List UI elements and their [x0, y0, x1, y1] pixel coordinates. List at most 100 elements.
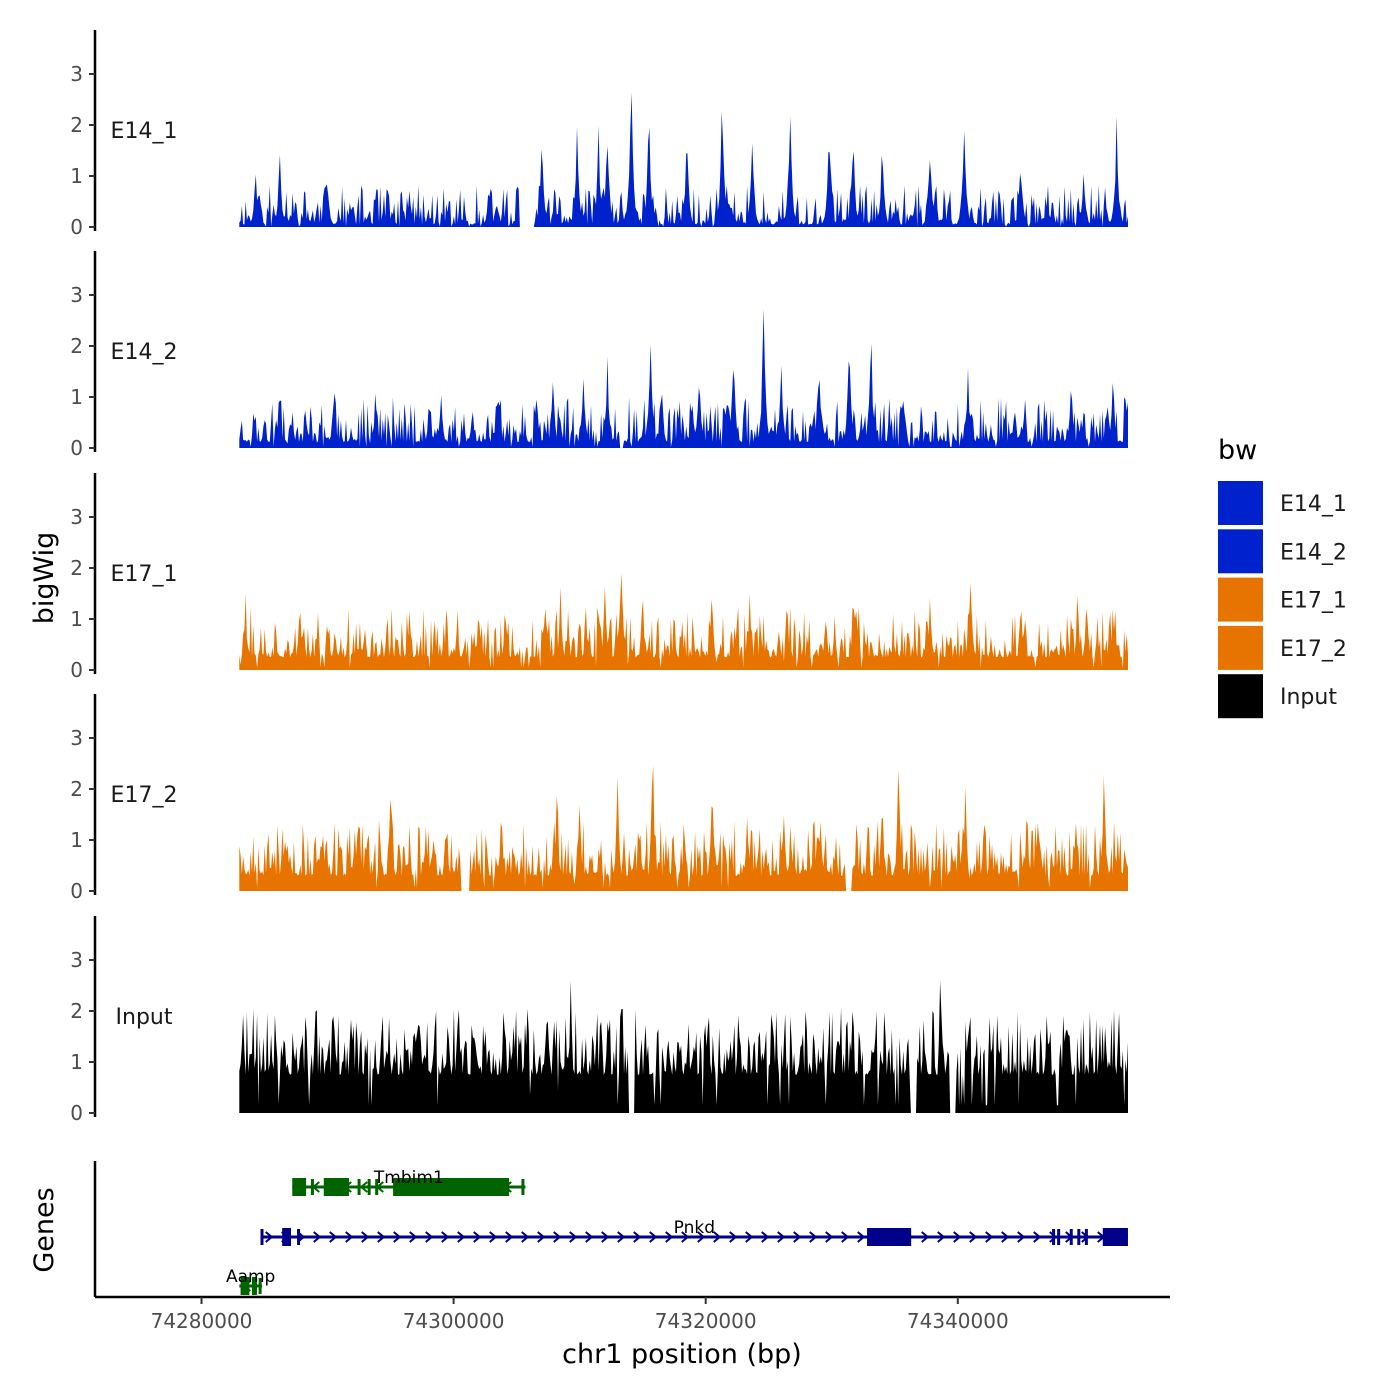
y-tick-label: 3: [70, 283, 83, 307]
y-tick-label: 0: [70, 215, 83, 239]
strand-arrow: [377, 1231, 386, 1243]
legend-swatch: [1218, 529, 1263, 574]
legend: bw E14_1 E14_2 E17_1 E17_2 Input: [1218, 435, 1347, 719]
strand-arrow: [505, 1231, 514, 1243]
track-label: E17_2: [111, 783, 178, 808]
small-exon: [357, 1179, 361, 1195]
y-tick-label: 2: [70, 999, 83, 1023]
strand-arrow: [745, 1231, 754, 1243]
x-axis: chr1 position (bp) 74280000 74300000 74320…: [95, 1295, 1170, 1370]
signal-area-E17_1: [239, 573, 1129, 670]
legend-swatch: [1218, 674, 1263, 719]
exon: [251, 1277, 257, 1295]
track-E14_1: 0 1 2 3 E14_1: [70, 30, 1129, 239]
x-tick-label: 74320000: [655, 1309, 757, 1333]
x-tick-label: 74340000: [907, 1309, 1009, 1333]
legend-title: bw: [1218, 435, 1257, 466]
y-tick-label: 3: [70, 948, 83, 972]
gene-label: Pnkd: [674, 1218, 715, 1238]
exon: [282, 1228, 291, 1246]
small-exon: [521, 1179, 525, 1195]
strand-arrow: [649, 1231, 658, 1243]
y-tick-label: 0: [70, 1101, 83, 1125]
strand-arrow: [585, 1231, 594, 1243]
signal-area-E14_1: [239, 92, 1129, 228]
gene-Pnkd: Pnkd: [260, 1218, 1128, 1246]
strand-arrow: [361, 1231, 370, 1243]
small-exon: [375, 1179, 379, 1195]
track-label: E14_2: [111, 340, 178, 365]
strand-arrow: [1033, 1231, 1042, 1243]
strand-arrow: [681, 1231, 690, 1243]
small-exon: [310, 1179, 314, 1195]
small-exon: [1057, 1229, 1061, 1245]
strand-arrow: [809, 1231, 818, 1243]
exon: [323, 1178, 349, 1196]
legend-label: Input: [1280, 685, 1337, 710]
legend-label: E14_2: [1280, 540, 1347, 565]
strand-arrow: [521, 1231, 530, 1243]
track-label: E14_1: [111, 119, 178, 144]
y-tick-label: 2: [70, 777, 83, 801]
strand-arrow: [953, 1231, 962, 1243]
strand-arrow: [329, 1231, 338, 1243]
strand-arrow: [345, 1231, 354, 1243]
strand-arrow: [617, 1231, 626, 1243]
legend-swatch: [1218, 577, 1263, 622]
strand-arrow: [633, 1231, 642, 1243]
x-axis-title: chr1 position (bp): [562, 1339, 802, 1370]
small-exon: [1077, 1229, 1081, 1245]
strand-arrow: [857, 1231, 866, 1243]
strand-arrow: [665, 1231, 674, 1243]
genes-axis-title: Genes: [29, 1187, 60, 1272]
small-exon: [260, 1229, 264, 1245]
track-label: Input: [116, 1005, 173, 1030]
strand-arrow: [969, 1231, 978, 1243]
gene-Aamp: Aamp: [226, 1267, 275, 1295]
y-tick-label: 0: [70, 879, 83, 903]
track-label: E17_1: [111, 562, 178, 587]
y-tick-label: 1: [70, 828, 83, 852]
strand-arrow: [489, 1231, 498, 1243]
strand-arrow: [457, 1231, 466, 1243]
y-tick-label: 2: [70, 556, 83, 580]
gene-label: Tmbim1: [373, 1168, 444, 1188]
y-tick-label: 3: [70, 505, 83, 529]
strand-arrow: [697, 1231, 706, 1243]
signal-area-E14_2: [239, 309, 1129, 448]
signal-tracks: 0 1 2 3 E14_1 0 1 2 3 E14_2 0 1 2 3 E17_1 0 1 2 3 E17_2 0 1 2 3…: [70, 30, 1129, 1125]
y-tick-label: 1: [70, 385, 83, 409]
strand-arrow: [441, 1231, 450, 1243]
strand-arrow: [729, 1231, 738, 1243]
exon: [867, 1228, 912, 1246]
y-tick-label: 2: [70, 113, 83, 137]
small-exon: [1084, 1229, 1088, 1245]
strand-arrow: [265, 1231, 274, 1243]
y-tick-label: 1: [70, 607, 83, 631]
strand-arrow: [841, 1231, 850, 1243]
strand-arrow: [537, 1231, 546, 1243]
strand-arrow: [553, 1231, 562, 1243]
legend-label: E14_1: [1280, 492, 1347, 517]
track-E14_2: 0 1 2 3 E14_2: [70, 251, 1129, 460]
strand-arrow: [601, 1231, 610, 1243]
small-exon: [367, 1179, 371, 1195]
y-tick-label: 3: [70, 726, 83, 750]
signal-area-Input: [239, 980, 1129, 1113]
y-tick-label: 3: [70, 62, 83, 86]
strand-arrow: [713, 1231, 722, 1243]
strand-arrow: [793, 1231, 802, 1243]
legend-label: E17_2: [1280, 637, 1347, 662]
strand-arrow: [359, 1181, 368, 1193]
gene-label: Aamp: [226, 1267, 275, 1287]
strand-arrow: [409, 1231, 418, 1243]
strand-arrow: [1049, 1231, 1058, 1243]
y-axis-title: bigWig: [29, 532, 60, 625]
strand-arrow: [1001, 1231, 1010, 1243]
track-E17_2: 0 1 2 3 E17_2: [70, 694, 1129, 903]
strand-arrow: [985, 1231, 994, 1243]
strand-arrow: [761, 1231, 770, 1243]
small-exon: [1069, 1229, 1073, 1245]
signal-area-E17_2: [239, 765, 1129, 891]
